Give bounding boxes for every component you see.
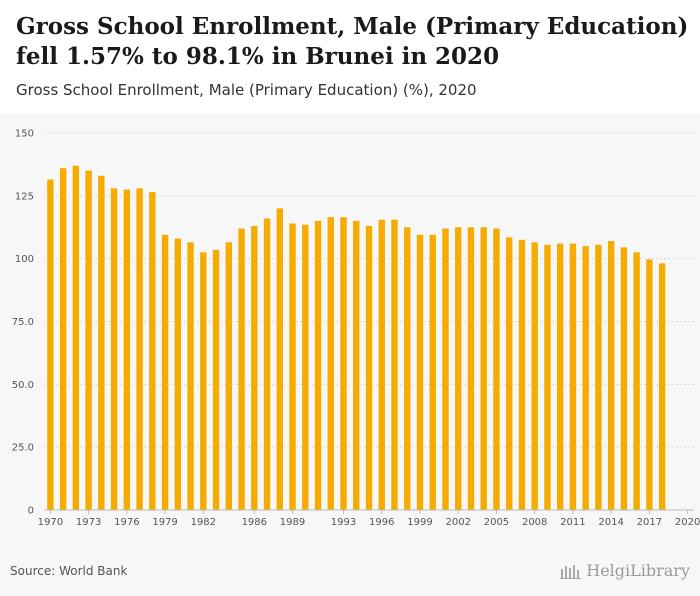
bar (365, 225, 373, 510)
header: Gross School Enrollment, Male (Primary E… (0, 0, 700, 114)
bar (85, 170, 92, 510)
bar (518, 239, 526, 511)
brand-logo: HelgiLibrary (560, 561, 690, 580)
x-tick-label: 2020 (675, 517, 700, 528)
bar (607, 241, 615, 510)
bar (544, 244, 551, 511)
bar (123, 189, 131, 511)
y-tick-label: 100 (15, 254, 34, 265)
bar (276, 208, 283, 510)
x-tick-label: 1982 (191, 517, 216, 528)
bar (429, 234, 436, 510)
bar (646, 259, 653, 510)
x-tick-label: 1999 (407, 517, 432, 528)
bar (174, 238, 182, 510)
bar (110, 188, 118, 510)
bar (595, 244, 602, 511)
bar-chart: 0 25.0 50.0 75.0 100 125 150 1970 1973 1976 1979 19… (12, 129, 700, 529)
bar (467, 227, 475, 510)
bar (340, 217, 347, 510)
library-logo-icon (560, 564, 582, 579)
bar (302, 224, 309, 510)
x-tick-label: 2011 (560, 517, 585, 528)
y-tick-label: 125 (15, 191, 34, 202)
bar (404, 227, 411, 510)
x-tick-label: 1986 (242, 517, 267, 528)
bar (47, 179, 54, 510)
x-tick-label: 2014 (598, 517, 623, 528)
bar (200, 252, 207, 510)
bar (633, 252, 640, 510)
bar (620, 247, 628, 510)
bar (212, 249, 220, 510)
bar (493, 228, 500, 511)
x-tick-label: 1970 (38, 517, 63, 528)
x-tick-label: 1979 (152, 517, 177, 528)
bar (161, 234, 169, 510)
bar (353, 220, 360, 510)
bar (556, 243, 564, 510)
bar (378, 219, 385, 510)
y-tick-label: 75.0 (12, 317, 34, 328)
bar (263, 218, 271, 510)
brand-name: HelgiLibrary (586, 561, 690, 580)
bar (98, 175, 105, 510)
x-tick-label: 2005 (484, 517, 509, 528)
bar (251, 225, 258, 510)
bar (480, 227, 487, 510)
bar (72, 165, 80, 510)
bar (582, 246, 589, 510)
y-tick-label: 150 (15, 129, 34, 140)
bar (149, 192, 156, 510)
x-tick-label: 2017 (637, 517, 662, 528)
bar (531, 242, 538, 510)
x-tick-label: 1993 (331, 517, 356, 528)
bar (658, 263, 666, 510)
bar (391, 219, 398, 510)
bar (506, 237, 513, 510)
y-tick-label: 0 (28, 506, 34, 517)
bar (327, 217, 334, 510)
x-tick-label: 1973 (76, 517, 101, 528)
x-tick-label: 2002 (445, 517, 470, 528)
x-tick-label: 1996 (369, 517, 394, 528)
bar (289, 223, 296, 510)
x-tick-label: 1989 (280, 517, 305, 528)
bar (59, 168, 67, 510)
bar (442, 228, 449, 511)
bar (238, 228, 245, 511)
source-note: Source: World Bank (10, 564, 128, 578)
x-tick-label: 2008 (522, 517, 547, 528)
bar (455, 227, 462, 510)
bar (314, 220, 322, 510)
bar (187, 242, 194, 510)
x-tick-label: 1976 (114, 517, 139, 528)
y-tick-label: 25.0 (12, 443, 34, 454)
bar (416, 234, 424, 510)
bar (569, 243, 577, 510)
chart-title: Gross School Enrollment, Male (Primary E… (16, 13, 689, 70)
y-tick-label: 50.0 (12, 380, 34, 391)
bar (225, 242, 232, 510)
bar (136, 188, 143, 510)
chart-subtitle: Gross School Enrollment, Male (Primary E… (16, 81, 477, 99)
